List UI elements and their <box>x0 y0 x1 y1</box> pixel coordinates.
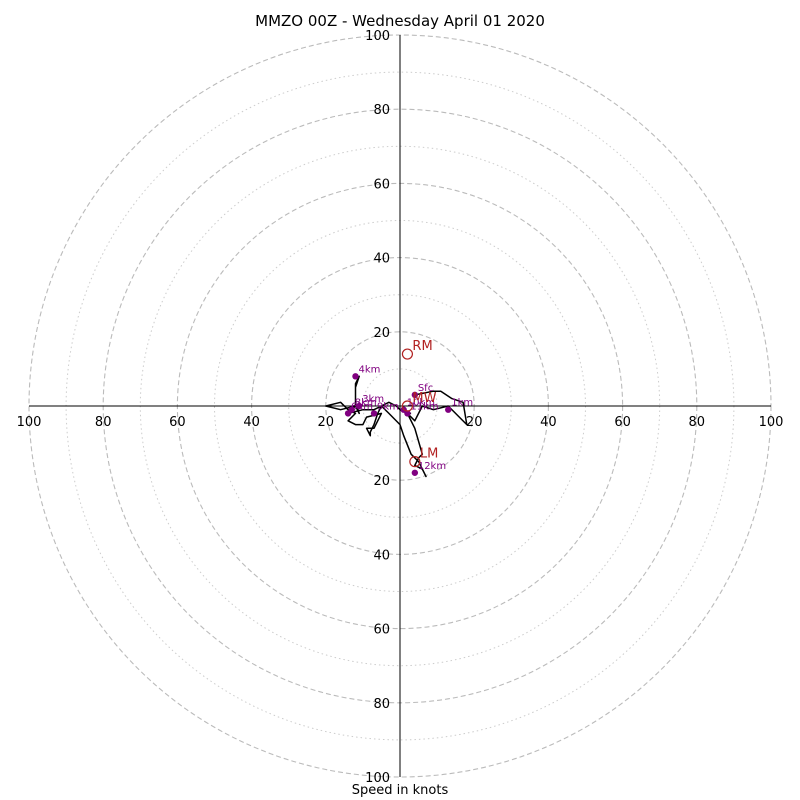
y-tick-label: 20 <box>373 474 390 489</box>
height-marker-Sfc <box>411 391 419 399</box>
x-tick-label: 40 <box>243 415 260 430</box>
y-tick-label: 40 <box>373 548 390 563</box>
height-label-11km: 11km <box>410 401 438 412</box>
storm-motion-markers: RM MW LM <box>401 339 438 468</box>
x-tick-label: 80 <box>95 415 112 430</box>
x-tick-label: 60 <box>169 415 186 430</box>
y-tick-label: 100 <box>365 29 390 44</box>
storm-motion-label-RM: RM <box>412 339 432 354</box>
height-marker-8km <box>348 406 355 413</box>
height-label-6km: 6km <box>351 401 373 412</box>
hodograph-trace <box>325 375 468 478</box>
y-tick-label: 20 <box>373 326 390 341</box>
y-tick-label: 100 <box>365 771 390 786</box>
height-marker-4km <box>352 373 359 380</box>
chart-title: MMZO 00Z - Wednesday April 01 2020 <box>255 12 545 30</box>
hodograph-trace-group <box>325 375 468 478</box>
height-label-3km: 3km <box>362 394 384 405</box>
axes <box>29 35 771 777</box>
x-tick-label: 80 <box>689 415 706 430</box>
x-tick-label: 100 <box>17 415 42 430</box>
y-tick-label: 40 <box>373 252 390 267</box>
height-label-4km: 4km <box>358 364 380 375</box>
height-label-Sfc: Sfc <box>418 383 433 394</box>
height-label-8km: 8km <box>355 398 377 409</box>
x-tick-label: 100 <box>759 415 784 430</box>
storm-motion-marker-MW <box>401 400 414 412</box>
storm-motion-marker-LM <box>409 456 421 468</box>
storm-motion-marker-RM <box>401 348 414 360</box>
height-label-9km: 9km <box>377 401 399 412</box>
x-axis-label: Speed in knots <box>351 783 449 798</box>
height-label-12km: 12km <box>418 461 446 472</box>
height-marker-12km <box>411 469 419 476</box>
storm-motion-label-MW: MW <box>412 391 436 406</box>
x-tick-label: 40 <box>540 415 557 430</box>
tick-labels: 20 20 20 20 40 40 40 40 60 60 60 60 80 80 80 80 100 100 10… <box>17 29 784 786</box>
height-marker-11km <box>404 410 411 417</box>
height-label-1km: 1km <box>451 398 473 409</box>
height-marker-3km <box>355 402 363 410</box>
x-tick-label: 20 <box>318 415 335 430</box>
x-tick-label: 20 <box>466 415 483 430</box>
x-tick-label: 60 <box>614 415 631 430</box>
y-tick-label: 60 <box>373 177 390 192</box>
height-label-10km: 10km <box>407 398 435 409</box>
height-marker-1km <box>445 406 452 413</box>
y-tick-label: 80 <box>373 103 390 118</box>
y-tick-label: 80 <box>373 697 390 712</box>
storm-motion-label-LM: LM <box>420 447 438 462</box>
y-tick-label: 60 <box>373 623 390 638</box>
height-marker-9km <box>370 410 378 417</box>
